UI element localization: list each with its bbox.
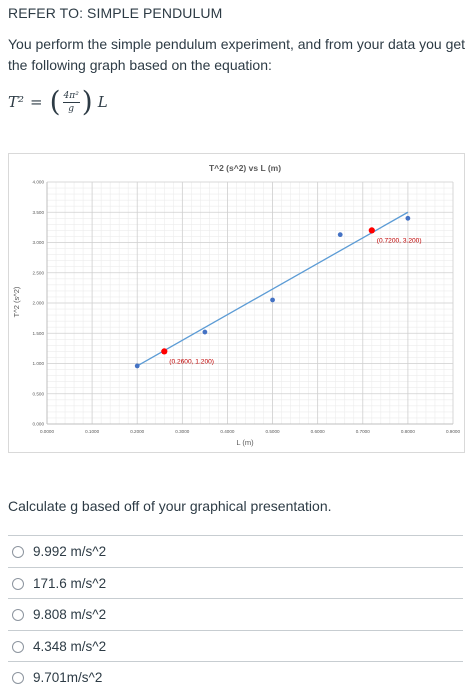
equation: T² = ( 4π² g ) L <box>8 84 108 120</box>
highlight-point <box>161 348 168 355</box>
equation-fraction: 4π² g <box>62 90 80 114</box>
radio-button[interactable] <box>12 545 24 558</box>
y-axis-label: T^2 (s^2) <box>12 286 21 317</box>
x-tick-label: 0.2000 <box>130 429 144 434</box>
answer-option-label: 4.348 m/s^2 <box>33 639 107 654</box>
data-point <box>405 215 411 221</box>
y-tick-label: 1.500 <box>33 331 45 336</box>
radio-button[interactable] <box>12 608 24 621</box>
x-tick-label: 0.3000 <box>175 429 189 434</box>
y-tick-label: 0.500 <box>33 391 45 396</box>
x-tick-label: 0.8000 <box>401 429 415 434</box>
data-point <box>202 329 208 335</box>
equation-lhs: T² <box>8 93 25 111</box>
answer-option-label: 9.992 m/s^2 <box>33 544 107 559</box>
chart-container: 0.0000 0.1000 0.2000 0.3000 0.4000 0.5000 0.60… <box>8 153 465 453</box>
chart-title: T^2 (s^2) vs L (m) <box>209 163 281 173</box>
x-tick-label: 0.6000 <box>311 429 325 434</box>
radio-button[interactable] <box>12 671 24 684</box>
highlight-label: (0.2600, 1.200) <box>169 358 214 365</box>
y-tick-label: 3.000 <box>33 240 45 245</box>
x-tick-label: 0.7000 <box>356 429 370 434</box>
equation-denominator: g <box>68 103 75 114</box>
equation-rhs: L <box>97 93 108 111</box>
page-title: REFER TO: SIMPLE PENDULUM <box>8 5 223 21</box>
answer-option[interactable]: 9.808 m/s^2 <box>8 598 463 630</box>
trendline <box>136 211 409 367</box>
data-point <box>337 232 343 238</box>
radio-button[interactable] <box>12 577 24 590</box>
answer-option[interactable]: 9.701m/s^2 <box>8 661 463 693</box>
answer-option[interactable]: 4.348 m/s^2 <box>8 630 463 662</box>
x-tick-label: 0.5000 <box>266 429 280 434</box>
chart: 0.0000 0.1000 0.2000 0.3000 0.4000 0.5000 0.60… <box>12 163 460 447</box>
data-point <box>270 297 275 303</box>
answer-option[interactable]: 9.992 m/s^2 <box>8 535 463 567</box>
answer-option[interactable]: 171.6 m/s^2 <box>8 567 463 599</box>
answer-option-label: 9.808 m/s^2 <box>33 607 107 622</box>
x-tick-label: 0.9000 <box>446 429 460 434</box>
intro-text: You perform the simple pendulum experime… <box>8 36 466 73</box>
y-tick-label: 1.000 <box>33 361 45 366</box>
y-tick-label: 3.500 <box>33 210 45 215</box>
right-paren: ) <box>81 85 93 118</box>
highlight-label: (0.7200, 3.200) <box>377 237 422 244</box>
left-paren: ( <box>49 85 61 118</box>
x-tick-label: 0.0000 <box>40 429 54 434</box>
equation-equals: = <box>30 93 43 111</box>
y-tick-label: 2.500 <box>33 270 45 275</box>
data-point <box>134 363 140 369</box>
question-text: Calculate g based off of your graphical … <box>8 498 332 514</box>
equation-numerator: 4π² <box>62 90 80 103</box>
highlight-point <box>368 227 375 234</box>
x-axis-label: L (m) <box>236 438 254 447</box>
x-tick-label: 0.1000 <box>85 429 99 434</box>
answer-option-label: 171.6 m/s^2 <box>33 576 107 591</box>
y-tick-label: 4.000 <box>33 180 45 185</box>
radio-button[interactable] <box>12 640 24 653</box>
x-tick-label: 0.4000 <box>220 429 234 434</box>
y-tick-label: 2.000 <box>33 301 45 306</box>
answer-option-label: 9.701m/s^2 <box>33 670 103 685</box>
y-tick-label: 0.000 <box>33 422 45 427</box>
